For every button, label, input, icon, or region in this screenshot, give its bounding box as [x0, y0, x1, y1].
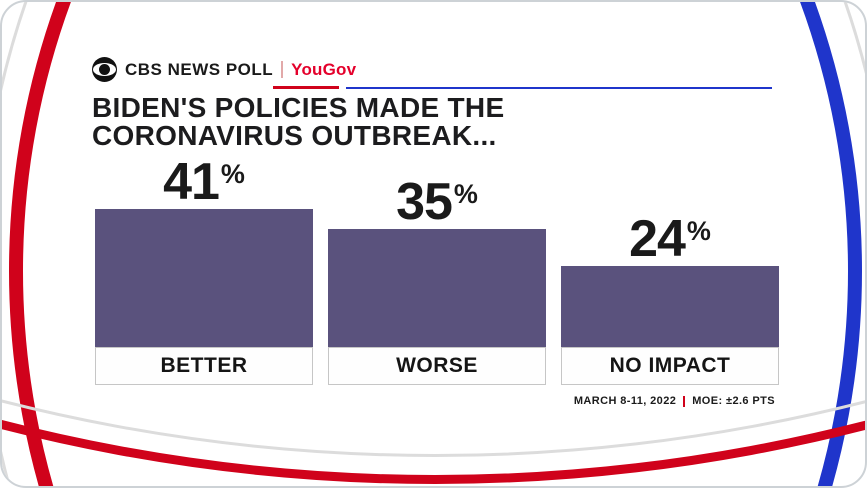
header-divider [281, 61, 284, 78]
bar [328, 229, 546, 347]
header-underline-blue [346, 87, 772, 89]
category-label: BETTER [95, 347, 313, 385]
cbs-eye-logo-icon [92, 57, 117, 82]
value-label: 24% [629, 210, 711, 268]
value-label: 35% [396, 173, 478, 231]
bar-group-no-impact: 24% NO IMPACT [561, 210, 779, 385]
bar [95, 209, 313, 347]
bar-group-better: 41% BETTER [95, 153, 313, 385]
footer: MARCH 8-11, 2022 MOE: ±2.6 PTS [574, 395, 775, 407]
poll-brand-text: CBS NEWS POLL [125, 59, 274, 79]
category-label: WORSE [328, 347, 546, 385]
value-label: 41% [163, 153, 245, 211]
footer-divider [683, 395, 686, 407]
margin-of-error: MOE: ±2.6 PTS [692, 395, 775, 407]
bar-chart: 41% BETTER 35% WORSE 24% NO IMPACT [95, 152, 779, 385]
bar-group-worse: 35% WORSE [328, 173, 546, 385]
poll-date: MARCH 8-11, 2022 [573, 395, 677, 407]
category-label: NO IMPACT [561, 347, 779, 385]
title-line-2: CORONAVIRUS OUTBREAK... [92, 120, 497, 151]
title-line-1: BIDEN'S POLICIES MADE THE [92, 92, 505, 123]
header: CBS NEWS POLL YouGov [92, 57, 356, 82]
bar [561, 266, 779, 347]
cbs-eye-pupil [99, 64, 110, 75]
header-underline-red [273, 86, 339, 89]
page-title: BIDEN'S POLICIES MADE THE CORONAVIRUS OU… [92, 94, 504, 150]
yougov-brand-text: YouGov [291, 59, 357, 79]
